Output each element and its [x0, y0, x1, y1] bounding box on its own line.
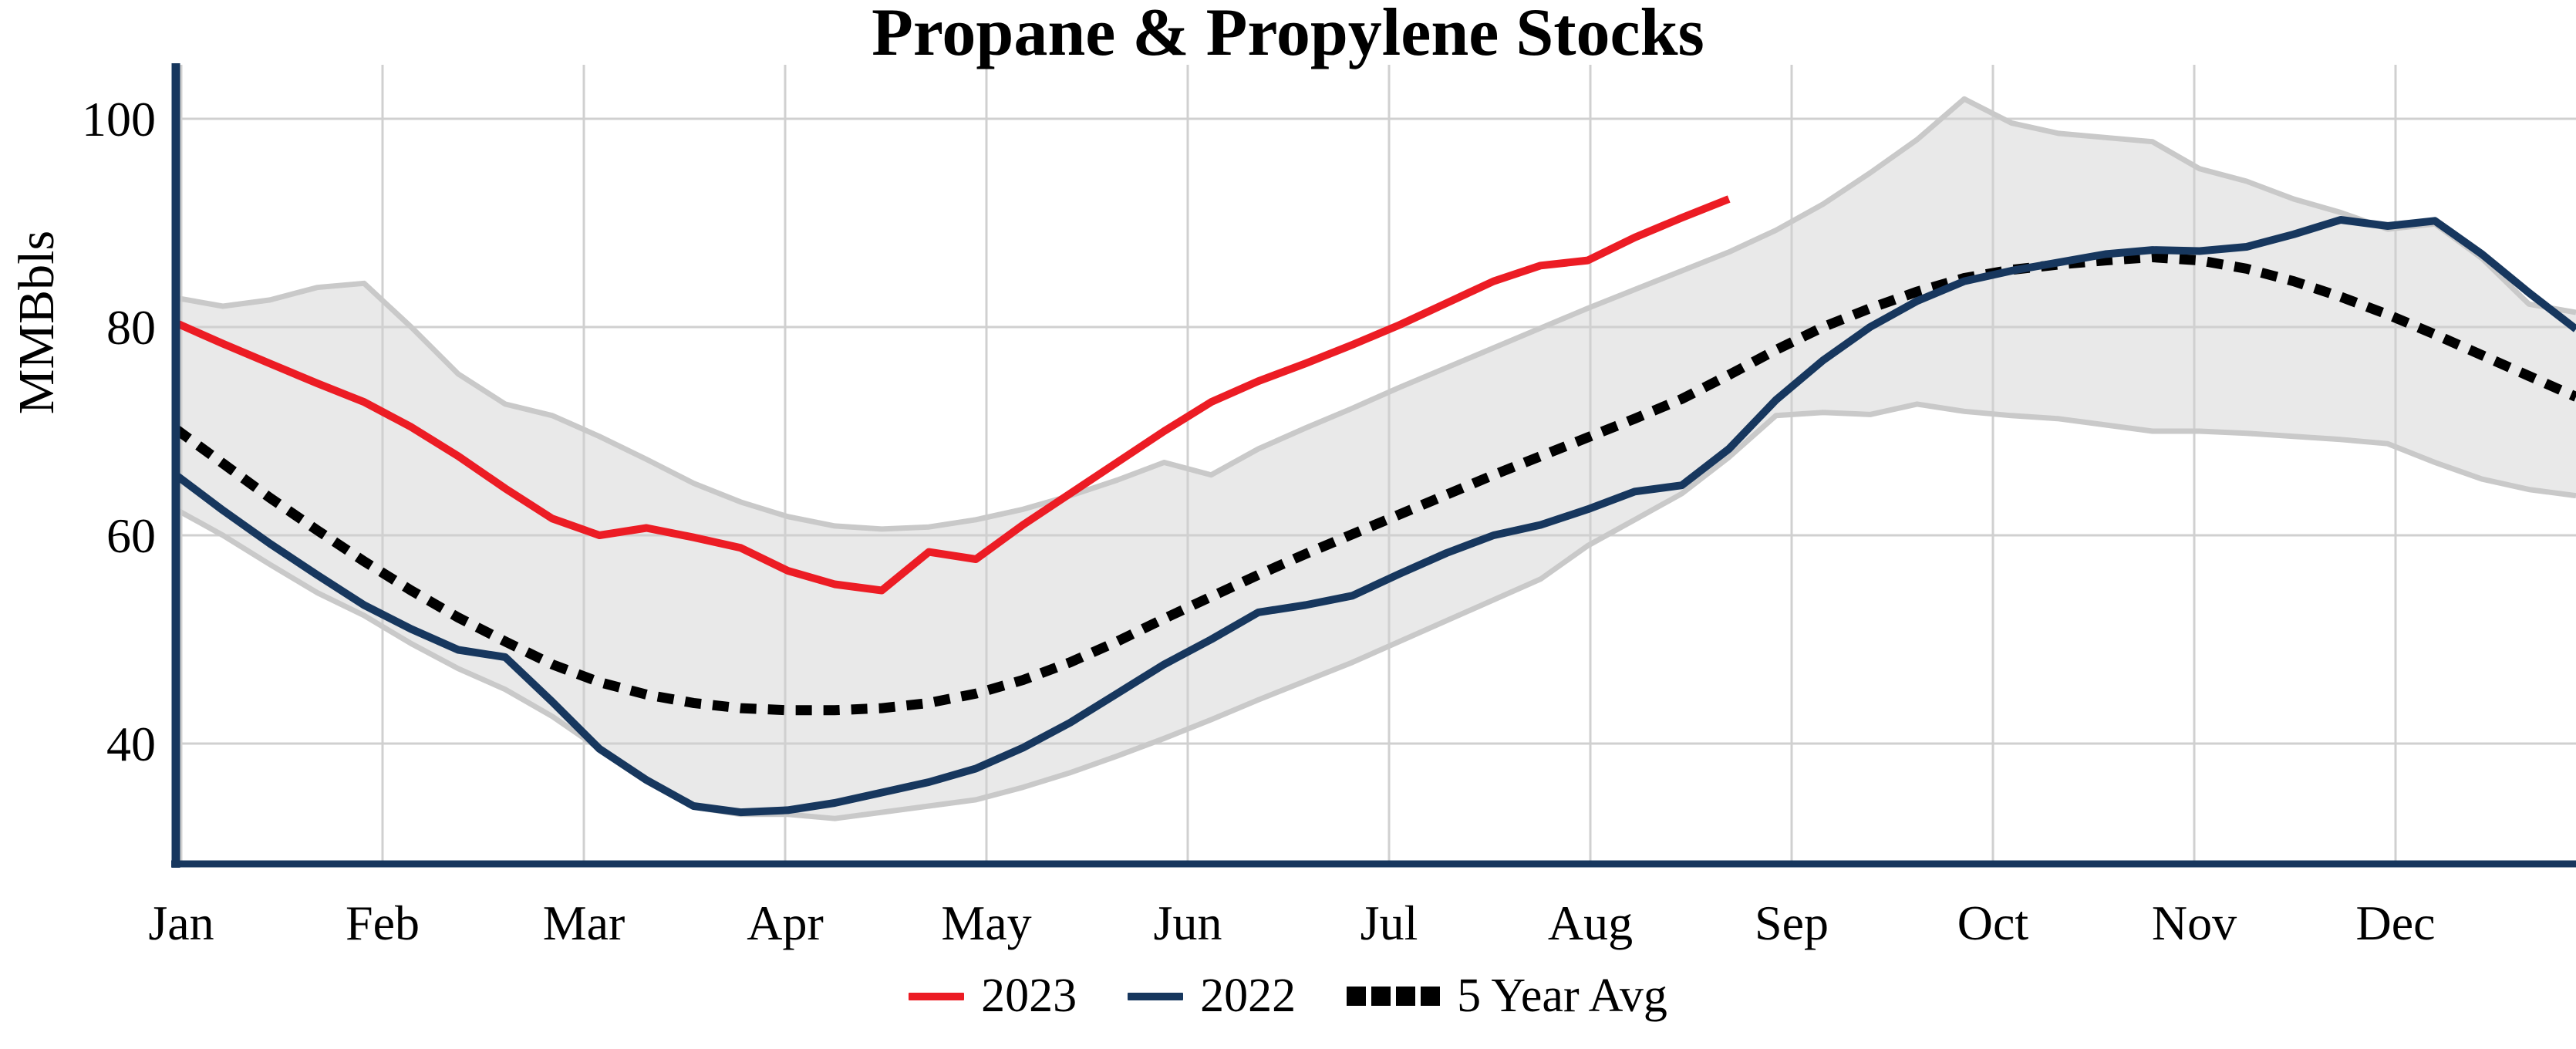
five-year-range-bottom-edge — [174, 401, 2576, 821]
legend: 2023 2022 5 Year Avg — [0, 969, 2576, 1024]
x-tick-label-Jun: Jun — [1154, 896, 1222, 950]
series-2022-line — [173, 216, 2576, 817]
y-tick-label-60: 60 — [106, 508, 156, 563]
legend-item-2023: 2023 — [909, 969, 1077, 1024]
x-tick-label-Nov: Nov — [2152, 896, 2237, 950]
legend-dotted-square — [1347, 987, 1367, 1006]
legend-dotted-square — [1421, 987, 1441, 1006]
legend-swatch-2023-line — [909, 992, 965, 1000]
five-year-range-top-edge — [175, 96, 2576, 532]
legend-swatch-5yr-avg-dotted — [1347, 987, 1441, 1006]
y-tick-label-100: 100 — [82, 92, 156, 147]
x-tick-label-Oct: Oct — [1957, 896, 2029, 950]
x-tick-label-Feb: Feb — [346, 896, 420, 950]
x-tick-label-May: May — [941, 896, 1031, 950]
x-tick-label-Jul: Jul — [1360, 896, 1418, 950]
x-tick-label-Aug: Aug — [1548, 896, 1633, 950]
y-tick-label-80: 80 — [106, 300, 156, 355]
legend-dotted-square — [1371, 987, 1391, 1006]
chart-title: Propane & Propylene Stocks — [872, 0, 1704, 70]
x-tick-label-Apr: Apr — [747, 896, 824, 950]
legend-label-5yr-avg: 5 Year Avg — [1457, 970, 1667, 1022]
legend-label-2022: 2022 — [1200, 970, 1296, 1022]
five-year-range-band — [176, 99, 2576, 819]
series-5-year-avg-line — [173, 251, 2576, 716]
legend-dotted-square — [1396, 987, 1416, 1006]
legend-item-2022: 2022 — [1128, 969, 1296, 1024]
x-tick-label-Sep: Sep — [1755, 896, 1829, 950]
x-tick-label-Dec: Dec — [2355, 896, 2435, 950]
y-axis-title: MMBbls — [8, 230, 65, 415]
x-tick-label-Jan: Jan — [148, 896, 214, 950]
legend-label-2023: 2023 — [981, 970, 1077, 1022]
x-tick-label-Mar: Mar — [543, 896, 625, 950]
legend-swatch-2022-line — [1128, 992, 1184, 1000]
series-2023-line — [174, 195, 1731, 595]
y-tick-label-40: 40 — [106, 717, 156, 771]
legend-item-5yr-avg: 5 Year Avg — [1347, 969, 1667, 1024]
